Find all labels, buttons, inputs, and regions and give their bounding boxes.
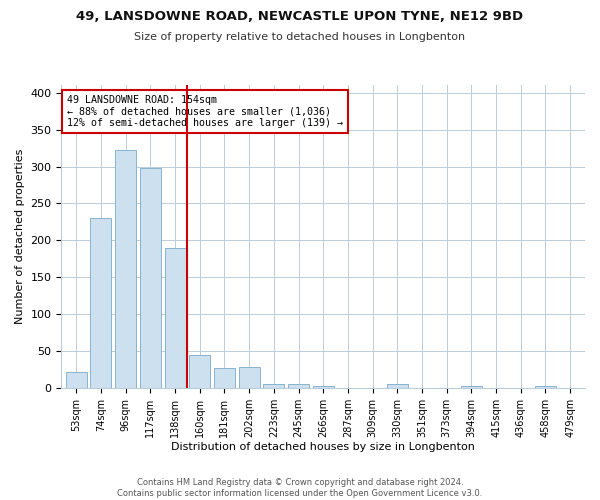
Bar bbox=[140, 168, 161, 388]
Text: Size of property relative to detached houses in Longbenton: Size of property relative to detached ho… bbox=[134, 32, 466, 42]
Bar bbox=[214, 368, 235, 388]
Bar bbox=[239, 367, 260, 388]
Bar bbox=[288, 384, 309, 388]
X-axis label: Distribution of detached houses by size in Longbenton: Distribution of detached houses by size … bbox=[171, 442, 475, 452]
Text: 49 LANSDOWNE ROAD: 154sqm
← 88% of detached houses are smaller (1,036)
12% of se: 49 LANSDOWNE ROAD: 154sqm ← 88% of detac… bbox=[67, 94, 343, 128]
Bar bbox=[313, 386, 334, 388]
Text: 49, LANSDOWNE ROAD, NEWCASTLE UPON TYNE, NE12 9BD: 49, LANSDOWNE ROAD, NEWCASTLE UPON TYNE,… bbox=[76, 10, 524, 23]
Bar bbox=[387, 384, 408, 388]
Bar bbox=[461, 386, 482, 388]
Bar bbox=[164, 248, 185, 388]
Bar bbox=[66, 372, 87, 388]
Bar bbox=[535, 386, 556, 388]
Text: Contains HM Land Registry data © Crown copyright and database right 2024.
Contai: Contains HM Land Registry data © Crown c… bbox=[118, 478, 482, 498]
Bar bbox=[189, 354, 210, 388]
Bar bbox=[263, 384, 284, 388]
Bar bbox=[115, 150, 136, 388]
Y-axis label: Number of detached properties: Number of detached properties bbox=[15, 149, 25, 324]
Bar bbox=[91, 218, 112, 388]
